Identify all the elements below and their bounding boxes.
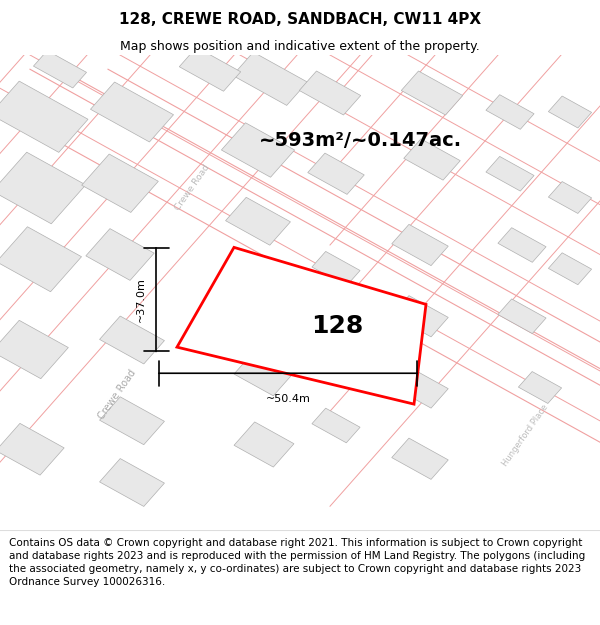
- Polygon shape: [404, 139, 460, 180]
- Polygon shape: [0, 81, 88, 152]
- Polygon shape: [234, 351, 294, 396]
- Polygon shape: [518, 371, 562, 404]
- Text: Map shows position and indicative extent of the property.: Map shows position and indicative extent…: [120, 39, 480, 52]
- Polygon shape: [548, 96, 592, 128]
- Text: ~593m²/~0.147ac.: ~593m²/~0.147ac.: [259, 131, 461, 150]
- Polygon shape: [548, 181, 592, 214]
- Polygon shape: [312, 251, 360, 286]
- Text: Hungerford Place: Hungerford Place: [500, 402, 550, 468]
- Polygon shape: [100, 459, 164, 506]
- Polygon shape: [226, 198, 290, 245]
- Polygon shape: [486, 156, 534, 191]
- Polygon shape: [392, 367, 448, 408]
- Text: ~37.0m: ~37.0m: [136, 278, 146, 322]
- Polygon shape: [392, 438, 448, 479]
- Polygon shape: [234, 422, 294, 467]
- Polygon shape: [179, 48, 241, 91]
- Polygon shape: [0, 423, 64, 475]
- Polygon shape: [82, 154, 158, 212]
- Polygon shape: [221, 122, 295, 177]
- Polygon shape: [234, 279, 294, 324]
- Polygon shape: [308, 153, 364, 194]
- Polygon shape: [401, 71, 463, 115]
- Polygon shape: [177, 248, 426, 404]
- Polygon shape: [498, 299, 546, 334]
- Polygon shape: [299, 71, 361, 115]
- Polygon shape: [91, 82, 173, 142]
- Polygon shape: [100, 397, 164, 444]
- Polygon shape: [86, 229, 154, 281]
- Polygon shape: [0, 227, 82, 292]
- Polygon shape: [548, 253, 592, 285]
- Polygon shape: [312, 408, 360, 443]
- Polygon shape: [34, 51, 86, 88]
- Polygon shape: [392, 296, 448, 337]
- Polygon shape: [498, 228, 546, 262]
- Text: Crewe Road: Crewe Road: [173, 163, 211, 212]
- Text: 128: 128: [311, 314, 363, 338]
- Text: Crewe Road: Crewe Road: [96, 368, 138, 421]
- Polygon shape: [486, 94, 534, 129]
- Polygon shape: [233, 52, 307, 106]
- Polygon shape: [100, 316, 164, 364]
- Polygon shape: [0, 152, 86, 224]
- Text: Contains OS data © Crown copyright and database right 2021. This information is : Contains OS data © Crown copyright and d…: [9, 538, 585, 588]
- Polygon shape: [312, 332, 360, 367]
- Text: ~50.4m: ~50.4m: [266, 394, 310, 404]
- Text: 128, CREWE ROAD, SANDBACH, CW11 4PX: 128, CREWE ROAD, SANDBACH, CW11 4PX: [119, 12, 481, 27]
- Polygon shape: [0, 321, 68, 379]
- Polygon shape: [392, 224, 448, 266]
